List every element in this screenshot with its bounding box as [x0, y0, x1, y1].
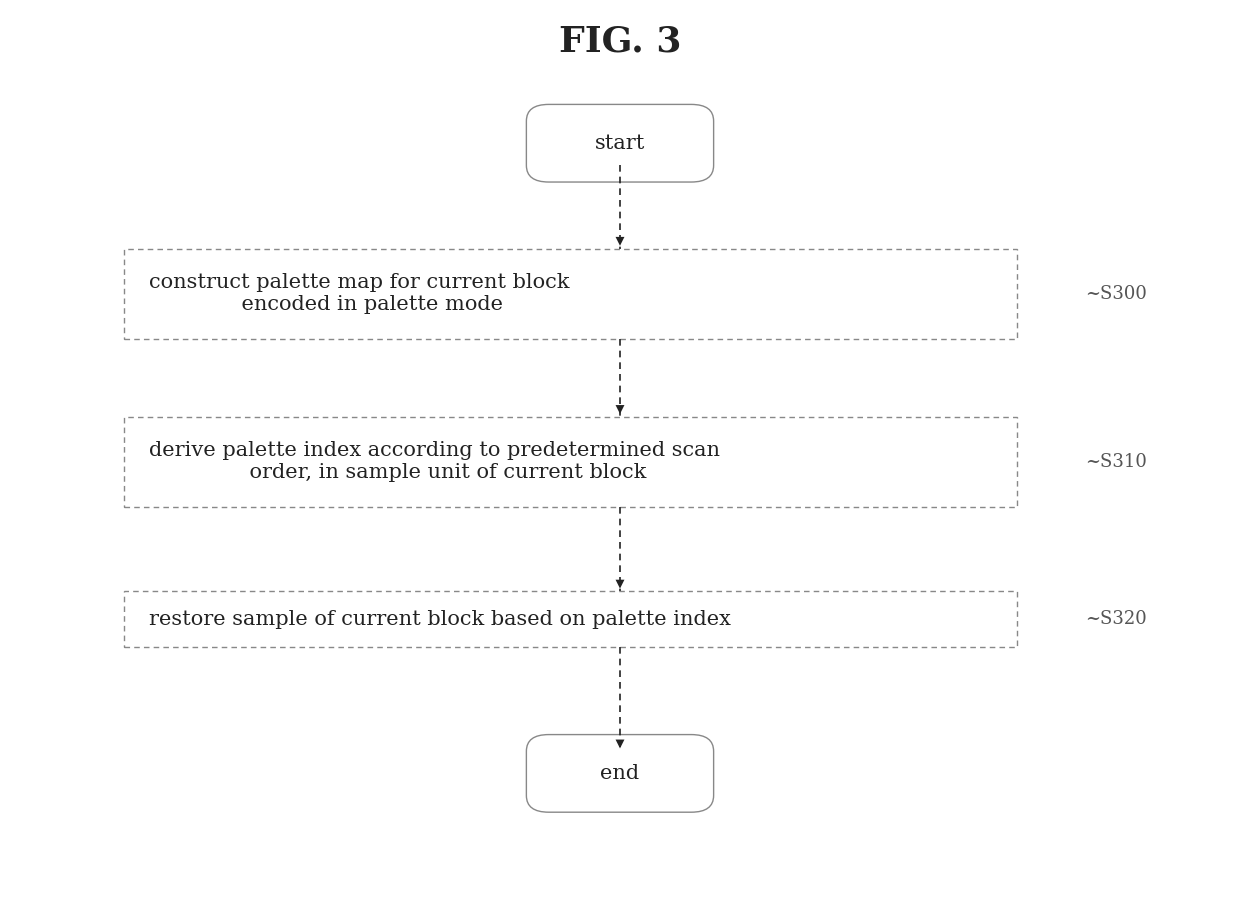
Text: restore sample of current block based on palette index: restore sample of current block based on… — [149, 610, 730, 628]
Text: construct palette map for current block
    encoded in palette mode: construct palette map for current block … — [149, 274, 569, 314]
Text: end: end — [600, 764, 640, 783]
Text: FIG. 3: FIG. 3 — [559, 25, 681, 58]
FancyBboxPatch shape — [124, 249, 1017, 339]
Text: ~S300: ~S300 — [1085, 285, 1147, 303]
FancyBboxPatch shape — [526, 735, 714, 812]
FancyBboxPatch shape — [526, 104, 714, 182]
Text: start: start — [595, 134, 645, 152]
FancyBboxPatch shape — [124, 417, 1017, 507]
Text: ~S310: ~S310 — [1085, 453, 1147, 471]
Text: ~S320: ~S320 — [1085, 610, 1147, 628]
Text: derive palette index according to predetermined scan
    order, in sample unit o: derive palette index according to predet… — [149, 442, 719, 482]
FancyBboxPatch shape — [124, 591, 1017, 647]
